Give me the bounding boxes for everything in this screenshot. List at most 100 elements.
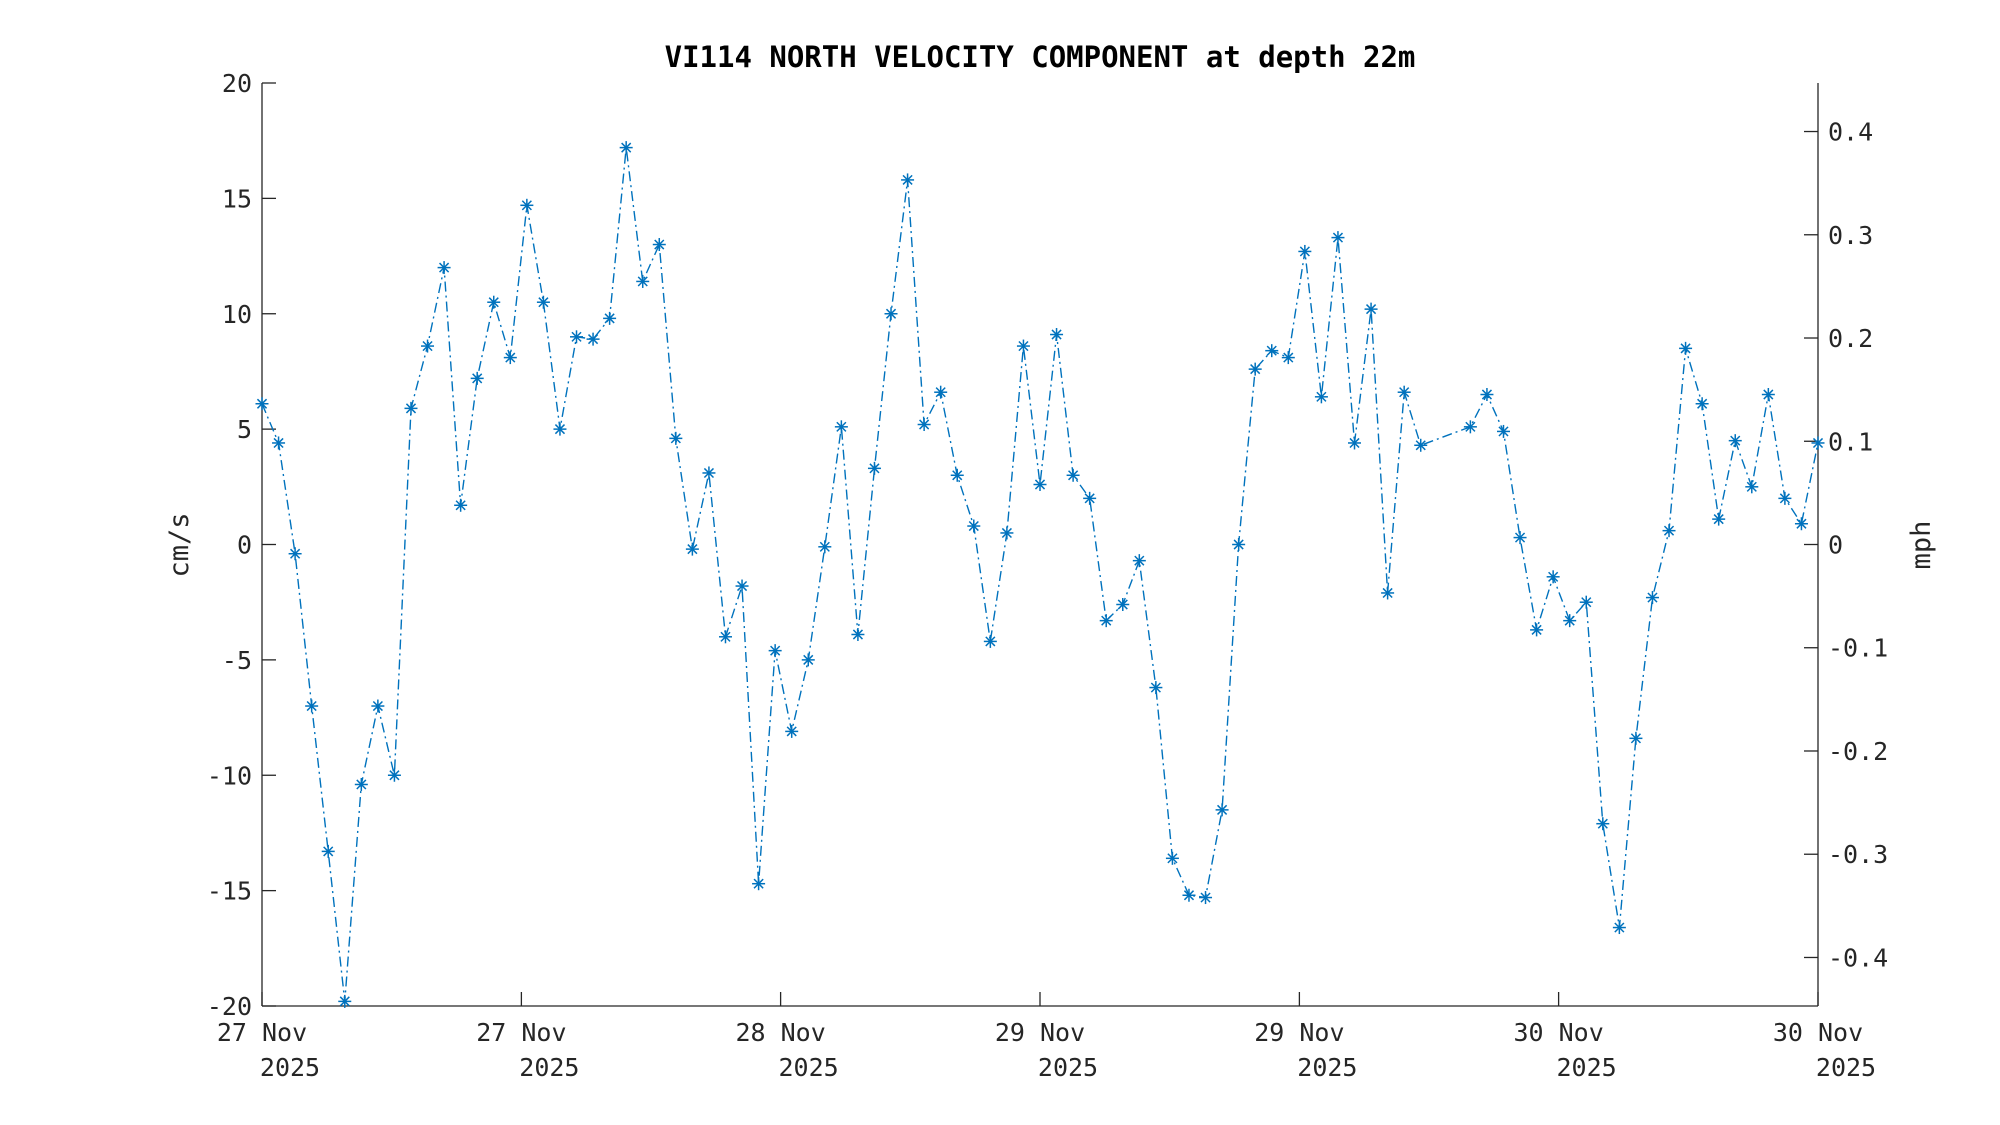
data-point [1579,595,1593,609]
data-point [255,397,269,411]
data-point [818,540,832,554]
y-tick-label-left: -20 [207,992,252,1021]
data-point [1165,851,1179,865]
data-point [1215,803,1229,817]
data-point [1314,390,1328,404]
data-point [1016,339,1030,353]
data-point [983,634,997,648]
y-tick-label-right: 0.1 [1828,427,1873,456]
data-point [387,768,401,782]
data-point [1298,244,1312,258]
data-point [967,519,981,533]
data-point [338,994,352,1008]
data-point [1265,344,1279,358]
data-point [950,468,964,482]
data-point [1331,231,1345,245]
data-point [1381,586,1395,600]
chart-title: VI114 NORTH VELOCITY COMPONENT at depth … [665,40,1416,74]
y-tick-label-left: 15 [222,184,252,213]
data-point [652,238,666,252]
data-point [1364,302,1378,316]
data-point [454,498,468,512]
data-point [503,351,517,365]
data-point [354,777,368,791]
data-point [1182,888,1196,902]
data-point [536,295,550,309]
data-point [934,385,948,399]
data-point [1199,891,1213,905]
data-point [1348,436,1362,450]
series-line [261,147,1819,1002]
y-tick-label-left: -5 [222,646,252,675]
x-tick-label-year: 2025 [1816,1053,1876,1082]
y-tick-label-left: 10 [222,300,252,329]
data-point [901,173,915,187]
x-tick-label-year: 2025 [1297,1053,1357,1082]
data-point [1414,438,1428,452]
data-point [1000,526,1014,540]
data-point [702,466,716,480]
data-point [1248,362,1262,376]
axes: -20 -15 -10 -5 0 5 10 15 20 -0.4 -0.3 -0.2 -0.1 0 0.1 0… [207,69,1888,1082]
y-tick-label-right: -0.1 [1828,634,1888,663]
data-point [1397,385,1411,399]
data-point [1679,341,1693,355]
data-point [272,436,286,450]
x-tick-label-date: 30 Nov [1513,1018,1603,1047]
data-point [1033,478,1047,492]
data-point [487,295,501,309]
y-tick-label-left: 0 [237,531,252,560]
data-point [586,332,600,346]
data-point [669,431,683,445]
data-point [752,877,766,891]
data-point [553,422,567,436]
data-point [1546,570,1560,584]
data-point [1794,517,1808,531]
data-point [1149,681,1163,695]
y-tick-label-right: 0.3 [1828,221,1873,250]
y-tick-label-left: -10 [207,761,252,790]
data-point [1811,436,1825,450]
data-point [1116,597,1130,611]
data-point [1496,424,1510,438]
data-point [371,699,385,713]
y-tick-label-left: 20 [222,69,252,98]
x-tick-label-date: 27 Nov [217,1018,307,1047]
data-point [685,542,699,556]
y-tick-label-right: 0.4 [1828,118,1873,147]
data-point [1281,351,1295,365]
data-point [1695,397,1709,411]
data-point [603,311,617,325]
x-tick-label-year: 2025 [779,1053,839,1082]
data-point [884,307,898,321]
data-point [305,699,319,713]
x-tick-label-date: 28 Nov [735,1018,825,1047]
y-tick-label-right: -0.2 [1828,737,1888,766]
data-point [735,579,749,593]
data-point [1728,434,1742,448]
data-point [1563,614,1577,628]
data-point [1662,524,1676,538]
data-point [1513,531,1527,545]
y-tick-label-right: 0 [1828,531,1843,560]
data-point [570,330,584,344]
x-tick-label-year: 2025 [1557,1053,1617,1082]
x-tick-label-date: 30 Nov [1773,1018,1863,1047]
data-point [1232,538,1246,551]
x-tick-label-date: 27 Nov [476,1018,566,1047]
x-tick-label-year: 2025 [1038,1053,1098,1082]
data-point [1132,554,1146,568]
data-point [1645,591,1659,605]
data-series [255,141,1825,1008]
data-point [1761,388,1775,402]
y-tick-label-left: -15 [207,877,252,906]
data-point [1066,468,1080,482]
x-tick-label-year: 2025 [519,1053,579,1082]
data-point [768,644,782,658]
data-point [1712,512,1726,526]
x-tick-label-year: 2025 [260,1053,320,1082]
data-point [1050,328,1064,342]
data-point [834,420,848,434]
data-point [421,339,435,353]
